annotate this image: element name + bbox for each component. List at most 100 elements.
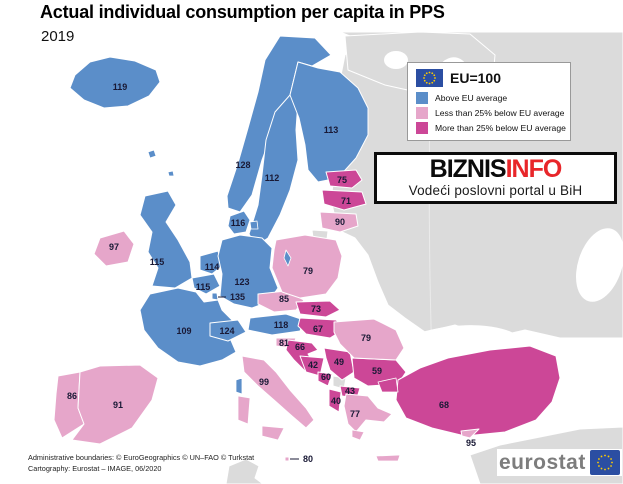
legend-item-more25: More than 25% below EU average bbox=[416, 122, 566, 134]
eu-star bbox=[423, 74, 426, 77]
country-value-BG: 59 bbox=[372, 366, 382, 376]
eu-star bbox=[434, 77, 436, 79]
legend-header: EU=100 bbox=[416, 69, 564, 87]
country-value-NO: 128 bbox=[235, 160, 250, 170]
country-value-FI: 113 bbox=[324, 125, 339, 135]
country-value-FR: 109 bbox=[176, 326, 191, 336]
country-LV bbox=[321, 189, 367, 211]
country-value-SE: 112 bbox=[265, 173, 280, 183]
eu-star bbox=[431, 72, 434, 75]
country-value-BA: 42 bbox=[308, 360, 318, 370]
country-FI bbox=[289, 61, 369, 183]
watermark-brand-primary: BIZNIS bbox=[429, 155, 507, 183]
country-value-HU: 67 bbox=[313, 324, 323, 334]
barents-coast-sea bbox=[384, 51, 408, 69]
country-value-AT: 118 bbox=[274, 320, 289, 330]
country-value-CZ: 85 bbox=[279, 294, 289, 304]
eu-star bbox=[600, 455, 603, 458]
country-value-NL: 114 bbox=[205, 262, 220, 272]
watermark-tagline: Vodeći poslovni portal u BiH bbox=[408, 183, 583, 198]
eu-star bbox=[423, 77, 425, 79]
country-MT bbox=[284, 456, 290, 462]
page-subtitle: 2019 bbox=[41, 28, 75, 45]
country-value-IE: 97 bbox=[109, 242, 119, 252]
country-value-RS: 49 bbox=[334, 357, 344, 367]
watermark-banner: BIZNISINFO Vodeći poslovni portal u BiH bbox=[374, 152, 617, 204]
country-value-LV: 71 bbox=[341, 196, 351, 206]
eu-star bbox=[431, 81, 434, 84]
eu-star bbox=[610, 461, 613, 464]
country-value-AL: 40 bbox=[331, 396, 341, 406]
country-value-ME: 60 bbox=[321, 372, 331, 382]
attribution-boundaries: Administrative boundaries: © EuroGeograp… bbox=[28, 453, 255, 462]
country-value-PL: 79 bbox=[303, 266, 313, 276]
eu-star bbox=[433, 74, 436, 77]
country-LT bbox=[319, 211, 359, 233]
country-AT bbox=[247, 313, 305, 336]
eu-star bbox=[597, 458, 600, 460]
country-DK bbox=[227, 210, 251, 235]
country-AL bbox=[328, 388, 342, 413]
footer-attribution: Administrative boundaries: © EuroGeograp… bbox=[28, 452, 254, 475]
country-value-TR: 68 bbox=[439, 400, 449, 410]
country-EE bbox=[325, 169, 363, 189]
legend-title: EU=100 bbox=[450, 70, 501, 86]
eu-star bbox=[607, 467, 610, 470]
legend-label-above: Above EU average bbox=[435, 93, 508, 103]
country-ME bbox=[317, 371, 333, 387]
country-value-EL: 77 bbox=[350, 409, 360, 419]
island-sardinia bbox=[237, 395, 251, 425]
caspian-sea bbox=[576, 228, 623, 302]
region-peloponnese bbox=[351, 429, 365, 441]
country-IE bbox=[93, 230, 135, 267]
country-BE bbox=[191, 273, 221, 295]
legend-item-above: Above EU average bbox=[416, 92, 564, 104]
eurostat-flag-icon bbox=[589, 450, 620, 475]
country-CH bbox=[209, 319, 247, 342]
country-value-DE: 123 bbox=[234, 277, 249, 287]
watermark-brand: BIZNISINFO bbox=[377, 157, 614, 182]
country-value-EE: 75 bbox=[337, 175, 347, 185]
country-value-CY: 95 bbox=[466, 438, 476, 448]
region-turkish-thrace bbox=[377, 377, 399, 393]
country-EL bbox=[343, 393, 393, 433]
country-RO bbox=[333, 318, 405, 361]
legend-swatch-below25 bbox=[416, 107, 428, 119]
island-zealand bbox=[249, 220, 259, 230]
page-title: Actual individual consumption per capita… bbox=[40, 2, 445, 22]
eu-star bbox=[607, 455, 610, 458]
island-corsica bbox=[235, 377, 243, 395]
legend-swatch-more25 bbox=[416, 122, 428, 134]
eu-star bbox=[610, 465, 612, 467]
country-PL bbox=[271, 234, 343, 299]
eu-star bbox=[600, 467, 603, 470]
island-shetland bbox=[167, 170, 175, 177]
country-LU bbox=[211, 292, 219, 301]
country-value-RO: 79 bbox=[361, 333, 371, 343]
country-TR bbox=[395, 345, 561, 437]
country-ES bbox=[71, 364, 159, 445]
country-value-DK: 116 bbox=[231, 218, 246, 228]
country-NL bbox=[199, 250, 223, 275]
eu-star bbox=[428, 82, 431, 85]
eu-star bbox=[603, 454, 606, 457]
country-value-ES: 91 bbox=[113, 400, 123, 410]
legend: EU=100 Above EU average Less than 25% bel… bbox=[407, 62, 571, 141]
eu-star bbox=[425, 81, 428, 84]
country-value-HR: 66 bbox=[295, 342, 305, 352]
eu-star bbox=[610, 458, 612, 460]
island-crete bbox=[375, 454, 401, 462]
island-faroe bbox=[147, 149, 157, 159]
country-value-MT: 80 bbox=[303, 454, 313, 464]
island-sicily bbox=[261, 425, 285, 441]
eu-star bbox=[597, 465, 600, 467]
country-value-IT: 99 bbox=[259, 377, 269, 387]
country-value-LT: 90 bbox=[335, 217, 345, 227]
eu-star bbox=[433, 79, 436, 82]
eu-star bbox=[596, 461, 599, 464]
country-value-CH: 124 bbox=[219, 326, 234, 336]
country-SK bbox=[295, 300, 341, 318]
country-value-SK: 73 bbox=[311, 304, 321, 314]
legend-label-more25: More than 25% below EU average bbox=[435, 123, 566, 133]
country-IT bbox=[241, 355, 315, 429]
